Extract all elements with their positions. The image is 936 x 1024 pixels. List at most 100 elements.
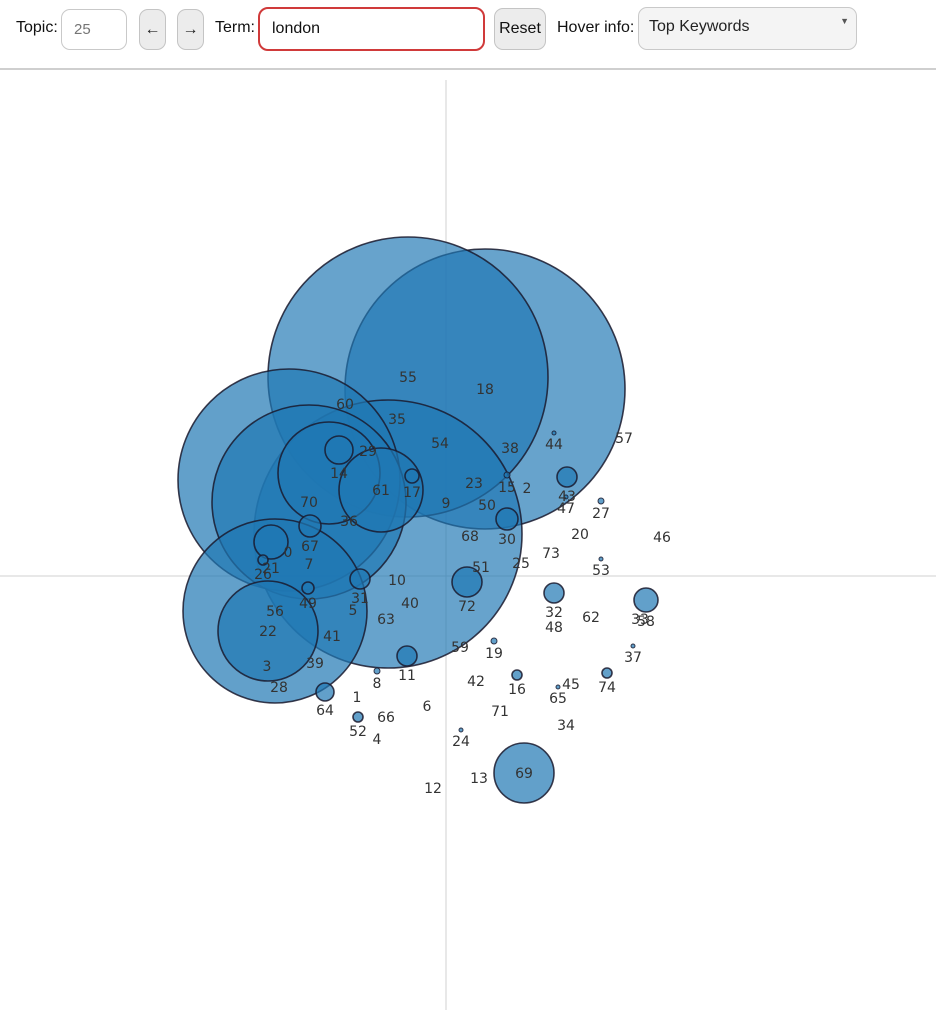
topic-label-72: 72 <box>458 599 476 615</box>
topic-label-16: 16 <box>508 682 526 698</box>
chevron-down-icon: ▼ <box>840 16 849 26</box>
topic-bubble-14[interactable] <box>324 435 354 465</box>
topic-bubble-19[interactable] <box>490 637 498 645</box>
topic-label-41: 41 <box>323 629 341 645</box>
topic-label-54: 54 <box>431 436 449 452</box>
topic-bubble-72[interactable] <box>451 566 483 598</box>
term-label: Term: <box>215 19 255 36</box>
topic-label-38: 38 <box>501 441 519 457</box>
topic-label-36: 36 <box>340 514 358 530</box>
topic-label-59: 59 <box>451 640 469 656</box>
topic-label-24: 24 <box>452 734 470 750</box>
topic-label-69: 69 <box>515 766 533 782</box>
topic-bubble-22[interactable] <box>217 580 319 682</box>
topic-bubble-8[interactable] <box>373 667 381 675</box>
topic-label-0: 0 <box>284 545 293 561</box>
topic-bubble-52[interactable] <box>352 711 364 723</box>
topic-label-37: 37 <box>624 650 642 666</box>
topic-label-63: 63 <box>377 612 395 628</box>
topic-label-6: 6 <box>423 699 432 715</box>
term-input[interactable] <box>258 7 485 51</box>
topic-label-8: 8 <box>373 676 382 692</box>
topic-label-2: 2 <box>523 481 532 497</box>
topic-label-46: 46 <box>653 530 671 546</box>
topic-bubble-43[interactable] <box>556 466 578 488</box>
topic-bubble-17[interactable] <box>404 468 420 484</box>
topic-bubble-32[interactable] <box>543 582 565 604</box>
topic-label-53: 53 <box>592 563 610 579</box>
topic-label-11: 11 <box>398 668 416 684</box>
topic-bubble-49[interactable] <box>301 581 315 595</box>
topic-bubble-64[interactable] <box>315 682 335 702</box>
reset-button[interactable]: Reset <box>494 8 546 50</box>
topic-bubble-27[interactable] <box>597 497 605 505</box>
topic-bubble-67[interactable] <box>298 514 322 538</box>
topic-label-74: 74 <box>598 680 616 696</box>
topic-label-9: 9 <box>442 496 451 512</box>
topic-bubble-37[interactable] <box>630 643 636 649</box>
topic-label-13: 13 <box>470 771 488 787</box>
topic-label-58: 58 <box>637 614 655 630</box>
prev-topic-button[interactable]: ← <box>139 9 166 50</box>
topic-label-12: 12 <box>424 781 442 797</box>
topic-label-17: 17 <box>403 485 421 501</box>
topic-bubble-30[interactable] <box>495 507 519 531</box>
hover-info-value: Top Keywords <box>649 18 750 35</box>
topic-label-22: 22 <box>259 624 277 640</box>
topic-bubble-65[interactable] <box>555 684 561 690</box>
topic-label-31: 31 <box>351 591 369 607</box>
topic-label-65: 65 <box>549 691 567 707</box>
topic-bubble-16[interactable] <box>511 669 523 681</box>
topic-bubble-15[interactable] <box>503 471 511 479</box>
topic-labels: 0123456789101112131415161718192021222324… <box>254 370 671 797</box>
topic-label-52: 52 <box>349 724 367 740</box>
topic-label-55: 55 <box>399 370 417 386</box>
topic-label-50: 50 <box>478 498 496 514</box>
topic-label-47: 47 <box>557 501 575 517</box>
topic-bubble-61[interactable] <box>338 447 424 533</box>
topic-label-56: 56 <box>266 604 284 620</box>
topic-bubble-69[interactable] <box>493 742 555 804</box>
topic-label-27: 27 <box>592 506 610 522</box>
topic-label-15: 15 <box>498 480 516 496</box>
topic-label-23: 23 <box>465 476 483 492</box>
topic-bubble-11[interactable] <box>396 645 418 667</box>
topic-input[interactable] <box>61 9 127 50</box>
topic-label-26: 26 <box>254 567 272 583</box>
topic-label-30: 30 <box>498 532 516 548</box>
topic-bubble-24[interactable] <box>458 727 464 733</box>
topic-bubble-74[interactable] <box>601 667 613 679</box>
topic-label-39: 39 <box>306 656 324 672</box>
topic-label-1: 1 <box>353 690 362 706</box>
topic-label-29: 29 <box>359 444 377 460</box>
toolbar: Topic: ← → Term: Reset Hover info: Top K… <box>0 0 936 69</box>
topic-bubble-21[interactable] <box>253 524 289 560</box>
topic-label-44: 44 <box>545 437 563 453</box>
next-topic-button[interactable]: → <box>177 9 204 50</box>
topic-bubble-26[interactable] <box>257 554 269 566</box>
topic-label-67: 67 <box>301 539 319 555</box>
topic-label-3: 3 <box>263 659 272 675</box>
topic-bubble-53[interactable] <box>598 556 604 562</box>
topic-label-10: 10 <box>388 573 406 589</box>
topic-label-64: 64 <box>316 703 334 719</box>
hover-info-select[interactable]: Top Keywords ▼ <box>638 7 857 50</box>
topic-bubble-44[interactable] <box>551 430 557 436</box>
topic-bubble-47[interactable] <box>563 494 569 500</box>
intertopic-distance-map[interactable]: 0123456789101112131415161718192021222324… <box>0 70 936 1010</box>
topic-bubble-31[interactable] <box>349 568 371 590</box>
topic-label-70: 70 <box>300 495 318 511</box>
topic-label-49: 49 <box>299 596 317 612</box>
toolbar-divider <box>0 68 936 70</box>
topic-label-51: 51 <box>472 560 490 576</box>
topic-label-19: 19 <box>485 646 503 662</box>
topic-label-33: 33 <box>631 612 649 628</box>
topic-bubble-58[interactable] <box>633 587 659 613</box>
topic-label-7: 7 <box>305 557 314 573</box>
topic-label-18: 18 <box>476 382 494 398</box>
topic-label-35: 35 <box>388 412 406 428</box>
topic-label-60: 60 <box>336 397 354 413</box>
topic-label-14: 14 <box>330 466 348 482</box>
topic-label-71: 71 <box>491 704 509 720</box>
topic-bubbles[interactable] <box>177 236 659 804</box>
